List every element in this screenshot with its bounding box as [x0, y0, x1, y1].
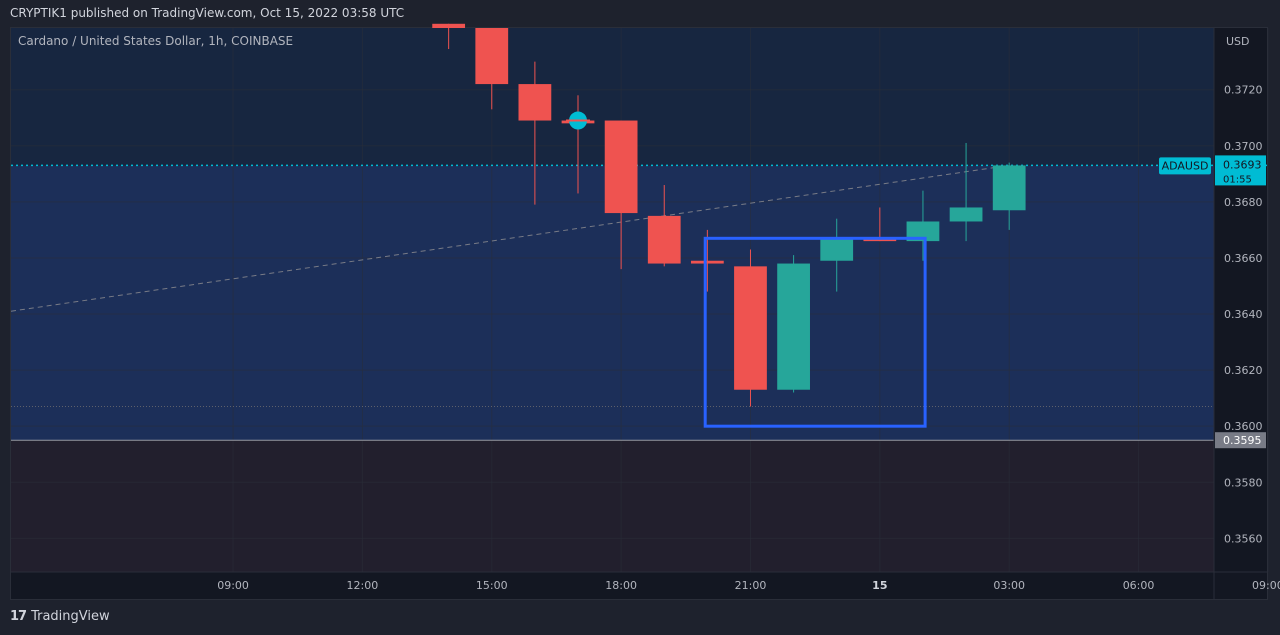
y-tick-label: 0.3620	[1224, 364, 1263, 377]
publisher-caption: CRYPTIK1 published on TradingView.com, O…	[10, 6, 405, 20]
candle-body	[475, 28, 509, 85]
candle-body	[734, 266, 767, 390]
candle[interactable]	[690, 229, 724, 292]
candle-body	[906, 221, 940, 242]
candle-body	[949, 207, 983, 222]
candle-body	[518, 84, 552, 121]
candle-body	[432, 23, 466, 28]
candle[interactable]	[820, 218, 854, 292]
highlight-box[interactable]	[703, 236, 927, 428]
current-price-label: 0.3693	[1223, 158, 1262, 171]
candle-body	[992, 165, 1026, 211]
countdown-label: 01:55	[1223, 174, 1252, 185]
tradingview-logo-icon: 17	[10, 609, 27, 624]
brand-name: TradingView	[31, 609, 110, 624]
candle[interactable]	[949, 142, 983, 242]
x-tick-label: 12:00	[347, 579, 379, 592]
y-tick-label: 0.3680	[1224, 196, 1263, 209]
lower-zone	[11, 440, 1214, 572]
x-tick-label: 15	[872, 579, 887, 592]
candle-body	[647, 215, 681, 264]
y-tick-label: 0.3720	[1224, 84, 1263, 97]
y-tick-label: 0.3700	[1224, 140, 1263, 153]
candle-body	[777, 263, 810, 390]
candle[interactable]	[604, 120, 638, 270]
candle-body	[690, 260, 724, 264]
level-price-tag	[1215, 432, 1266, 449]
x-tick-label: 21:00	[735, 579, 767, 592]
candle[interactable]	[992, 162, 1026, 230]
y-tick-label: 0.3560	[1224, 532, 1263, 545]
y-tick-label: 0.3640	[1224, 308, 1263, 321]
y-tick-label: 0.3600	[1224, 420, 1263, 433]
brand-footer[interactable]: 17 TradingView	[10, 609, 110, 624]
current-price-tag	[1215, 155, 1266, 186]
x-tick-label: 03:00	[993, 579, 1025, 592]
x-tick-label: 06:00	[1123, 579, 1155, 592]
candle-body	[820, 238, 854, 261]
x-tick-label: 18:00	[605, 579, 637, 592]
candle[interactable]	[734, 249, 767, 407]
candle[interactable]	[518, 61, 552, 205]
candle[interactable]	[475, 28, 509, 110]
y-tick-label: 0.3660	[1224, 252, 1263, 265]
chart-title: Cardano / United States Dollar, 1h, COIN…	[18, 34, 293, 48]
candle[interactable]	[777, 255, 810, 393]
x-tick-label: 09:00	[1252, 579, 1280, 592]
x-tick-label: 09:00	[217, 579, 249, 592]
currency-label: USD	[1226, 35, 1250, 48]
symbol-tag-label: ADAUSD	[1162, 159, 1209, 172]
x-tick-label: 15:00	[476, 579, 508, 592]
trend-line[interactable]	[10, 164, 1010, 312]
candle[interactable]	[906, 190, 940, 261]
candle[interactable]	[647, 185, 681, 267]
y-tick-label: 0.3580	[1224, 476, 1263, 489]
symbol-tag	[1159, 157, 1211, 175]
candle-body	[604, 120, 638, 214]
level-price-label: 0.3595	[1223, 434, 1262, 447]
candle[interactable]	[432, 23, 466, 50]
